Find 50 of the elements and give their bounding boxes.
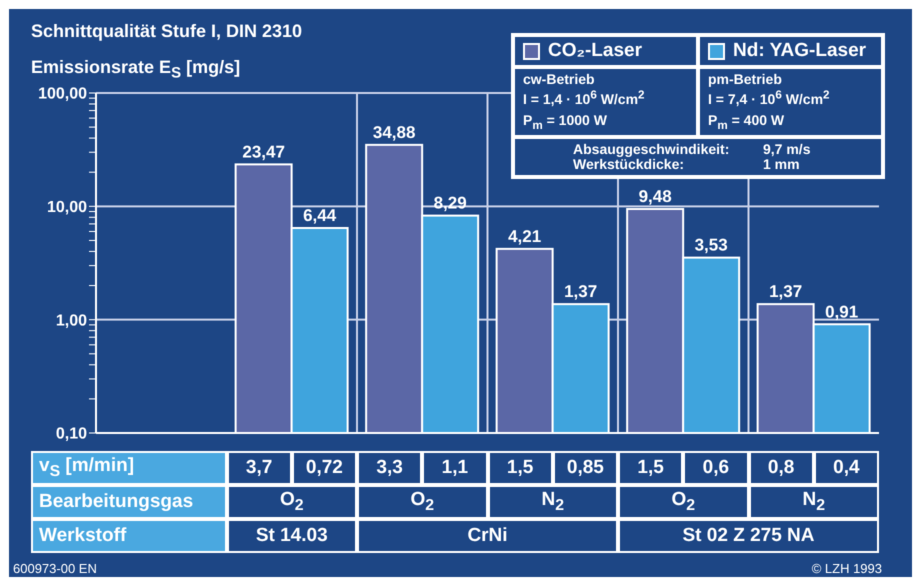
annotation: Werkstückdicke: [573,156,684,172]
text: O$_{2}$ [280,489,304,515]
text: Bearbeitungsgas [39,491,194,513]
annotation: I = 1,4 · 10$^{6}$ W/cm$^{2}$ [523,88,645,107]
text: 0,6 [702,457,730,479]
annotation: I = 7,4 · 10$^{6}$ W/cm$^{2}$ [708,88,830,107]
text: 1,5 [637,457,664,479]
chart-title: Schnittqualität Stufe I, DIN 2310 [31,21,302,41]
data-label: 23,47 [242,142,285,162]
text: Werkstoff [39,525,126,547]
text: 0,85 [566,457,604,479]
y-tick-label: 100,00 [38,86,88,103]
y-axis-title: Emissionsrate E$_{S}$ [mg/s] [31,57,240,82]
text: St 02 Z 275 NA [682,525,814,547]
text: © LZH 1993 [812,561,882,576]
data-label: 4,21 [508,226,542,246]
text: O$_{2}$ [410,489,434,515]
annotation: P$_{m}$ = 400 W [708,112,784,132]
text: v$_{S}$ [m/min] [39,455,134,481]
text: 1,5 [506,457,534,479]
text: 1,1 [442,457,468,479]
annotation: Absauggeschwindikeit: [573,141,730,158]
data-label: 0,91 [825,302,858,322]
legend-label: Nd: YAG-Laser [733,40,866,62]
annotation: 9,7 m/s [763,141,810,158]
data-label: 6,44 [303,206,337,225]
y-tick-label: 0,10 [56,426,88,443]
data-label: 1,37 [564,282,598,302]
text: O$_{2}$ [671,489,696,515]
text: cw-Betrieb [523,71,595,87]
text: 0,4 [833,457,860,479]
text: 0,72 [306,457,343,479]
text: pm-Betrieb [708,71,782,87]
text: 0,8 [768,457,794,479]
text: St 14.03 [256,525,328,547]
data-label: 3,53 [694,236,728,255]
data-label: 34,88 [372,122,416,142]
data-label: 1,37 [769,282,802,302]
annotation: 1 mm [763,156,800,172]
text: 3,3 [376,457,403,479]
y-tick-label: 1,00 [56,312,88,330]
text: N$_{2}$ [541,489,564,515]
text: N$_{2}$ [802,489,826,515]
text: 600973-00 EN [13,561,97,576]
data-label: 9,48 [638,186,672,206]
y-tick-label: 10,00 [46,199,88,216]
annotation: P$_{m}$ = 1000 W [523,112,607,132]
text: CrNi [467,525,508,547]
text: 3,7 [246,457,272,479]
legend-label: CO₂-Laser [548,40,642,62]
